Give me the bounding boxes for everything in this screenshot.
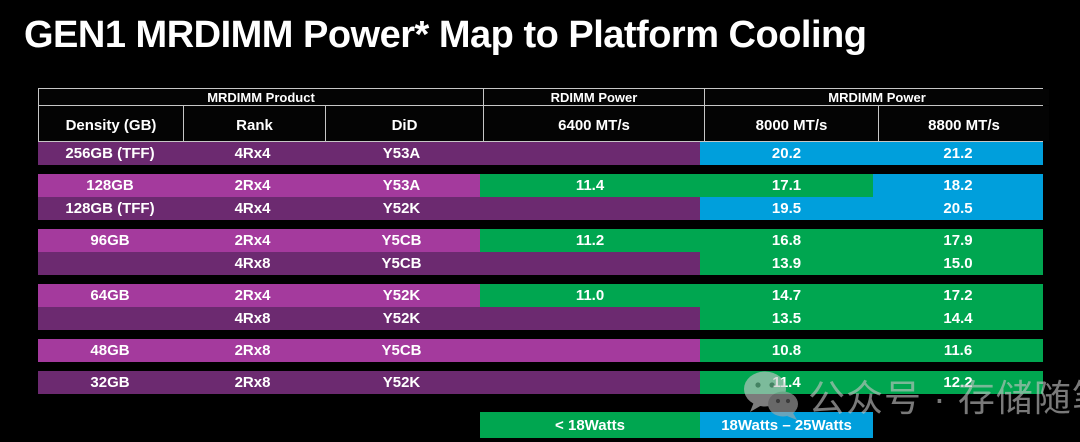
- table-body: 256GB (TFF) 4Rx4 Y53A 20.2 21.2 128GB 2Rx4 Y53A…: [38, 142, 1043, 394]
- group-header-rdimm-power: RDIMM Power: [484, 89, 704, 105]
- power-8800-cell: 15.0: [873, 252, 1043, 275]
- row-group: 48GB 2Rx8 Y5CB 10.8 11.6: [38, 339, 1043, 362]
- power-table: MRDIMM Product RDIMM Power MRDIMM Power Den…: [38, 88, 1049, 394]
- did-cell: Y5CB: [323, 252, 480, 275]
- power-8800-cell: 12.2: [873, 371, 1043, 394]
- table-row: 64GB 2Rx4 Y52K 11.0 14.7 17.2: [38, 284, 1043, 307]
- rank-cell: 4Rx4: [182, 142, 323, 165]
- table-row: 256GB (TFF) 4Rx4 Y53A 20.2 21.2: [38, 142, 1043, 165]
- power-6400-cell: [480, 371, 700, 394]
- column-header-rank: Rank: [184, 106, 325, 141]
- did-cell: Y52K: [323, 307, 480, 330]
- power-6400-cell: 11.0: [480, 284, 700, 307]
- power-8000-cell: 13.5: [700, 307, 873, 330]
- legend: < 18Watts 18Watts – 25Watts: [480, 412, 873, 438]
- density-cell: 32GB: [38, 371, 182, 394]
- power-8000-cell: 13.9: [700, 252, 873, 275]
- density-cell: [38, 307, 182, 330]
- column-header-8800-mt-s: 8800 MT/s: [879, 106, 1049, 141]
- legend-item-blue: 18Watts – 25Watts: [700, 412, 873, 438]
- power-8000-cell: 19.5: [700, 197, 873, 220]
- power-6400-cell: [480, 339, 700, 362]
- table-row: 128GB (TFF) 4Rx4 Y52K 19.5 20.5: [38, 197, 1043, 220]
- page-title: GEN1 MRDIMM Power* Map to Platform Cooli…: [24, 14, 867, 56]
- density-cell: 128GB: [38, 174, 182, 197]
- rank-cell: 2Rx4: [182, 284, 323, 307]
- rank-cell: 2Rx4: [182, 229, 323, 252]
- table-row: 32GB 2Rx8 Y52K 11.4 12.2: [38, 371, 1043, 394]
- table-row: 4Rx8 Y5CB 13.9 15.0: [38, 252, 1043, 275]
- power-8800-cell: 21.2: [873, 142, 1043, 165]
- power-8000-cell: 20.2: [700, 142, 873, 165]
- density-cell: [38, 252, 182, 275]
- rank-cell: 2Rx8: [182, 371, 323, 394]
- power-8000-cell: 17.1: [700, 174, 873, 197]
- table-row: 48GB 2Rx8 Y5CB 10.8 11.6: [38, 339, 1043, 362]
- did-cell: Y5CB: [323, 339, 480, 362]
- group-header-mrdimm-product: MRDIMM Product: [39, 89, 483, 105]
- row-group: 256GB (TFF) 4Rx4 Y53A 20.2 21.2: [38, 142, 1043, 165]
- power-6400-cell: [480, 307, 700, 330]
- table-row: 4Rx8 Y52K 13.5 14.4: [38, 307, 1043, 330]
- power-8000-cell: 14.7: [700, 284, 873, 307]
- density-cell: 64GB: [38, 284, 182, 307]
- power-6400-cell: 11.2: [480, 229, 700, 252]
- power-6400-cell: [480, 142, 700, 165]
- power-8000-cell: 16.8: [700, 229, 873, 252]
- power-8000-cell: 11.4: [700, 371, 873, 394]
- rank-cell: 4Rx8: [182, 307, 323, 330]
- column-header-8000-mt-s: 8000 MT/s: [705, 106, 878, 141]
- did-cell: Y53A: [323, 174, 480, 197]
- table-row: 96GB 2Rx4 Y5CB 11.2 16.8 17.9: [38, 229, 1043, 252]
- column-header-did: DiD: [326, 106, 483, 141]
- did-cell: Y52K: [323, 197, 480, 220]
- row-group: 64GB 2Rx4 Y52K 11.0 14.7 17.2 4Rx8 Y52K 13.5 14.4: [38, 284, 1043, 330]
- did-cell: Y52K: [323, 284, 480, 307]
- table-row: 128GB 2Rx4 Y53A 11.4 17.1 18.2: [38, 174, 1043, 197]
- power-8000-cell: 10.8: [700, 339, 873, 362]
- power-6400-cell: 11.4: [480, 174, 700, 197]
- power-6400-cell: [480, 197, 700, 220]
- density-cell: 128GB (TFF): [38, 197, 182, 220]
- density-cell: 96GB: [38, 229, 182, 252]
- power-8800-cell: 17.2: [873, 284, 1043, 307]
- rank-cell: 2Rx4: [182, 174, 323, 197]
- row-group: 96GB 2Rx4 Y5CB 11.2 16.8 17.9 4Rx8 Y5CB 13.9 15.0: [38, 229, 1043, 275]
- column-header-6400-mt-s: 6400 MT/s: [484, 106, 704, 141]
- power-8800-cell: 17.9: [873, 229, 1043, 252]
- power-8800-cell: 20.5: [873, 197, 1043, 220]
- rank-cell: 4Rx8: [182, 252, 323, 275]
- rank-cell: 4Rx4: [182, 197, 323, 220]
- group-header-mrdimm-power: MRDIMM Power: [705, 89, 1049, 105]
- did-cell: Y5CB: [323, 229, 480, 252]
- did-cell: Y53A: [323, 142, 480, 165]
- rank-cell: 2Rx8: [182, 339, 323, 362]
- did-cell: Y52K: [323, 371, 480, 394]
- density-cell: 256GB (TFF): [38, 142, 182, 165]
- table-header: MRDIMM Product RDIMM Power MRDIMM Power Den…: [38, 88, 1049, 142]
- power-6400-cell: [480, 252, 700, 275]
- power-8800-cell: 11.6: [873, 339, 1043, 362]
- row-group: 32GB 2Rx8 Y52K 11.4 12.2: [38, 371, 1043, 394]
- power-8800-cell: 18.2: [873, 174, 1043, 197]
- power-8800-cell: 14.4: [873, 307, 1043, 330]
- row-group: 128GB 2Rx4 Y53A 11.4 17.1 18.2 128GB (TFF) 4Rx4…: [38, 174, 1043, 220]
- density-cell: 48GB: [38, 339, 182, 362]
- column-header-density-gb: Density (GB): [39, 106, 183, 141]
- legend-item-green: < 18Watts: [480, 412, 700, 438]
